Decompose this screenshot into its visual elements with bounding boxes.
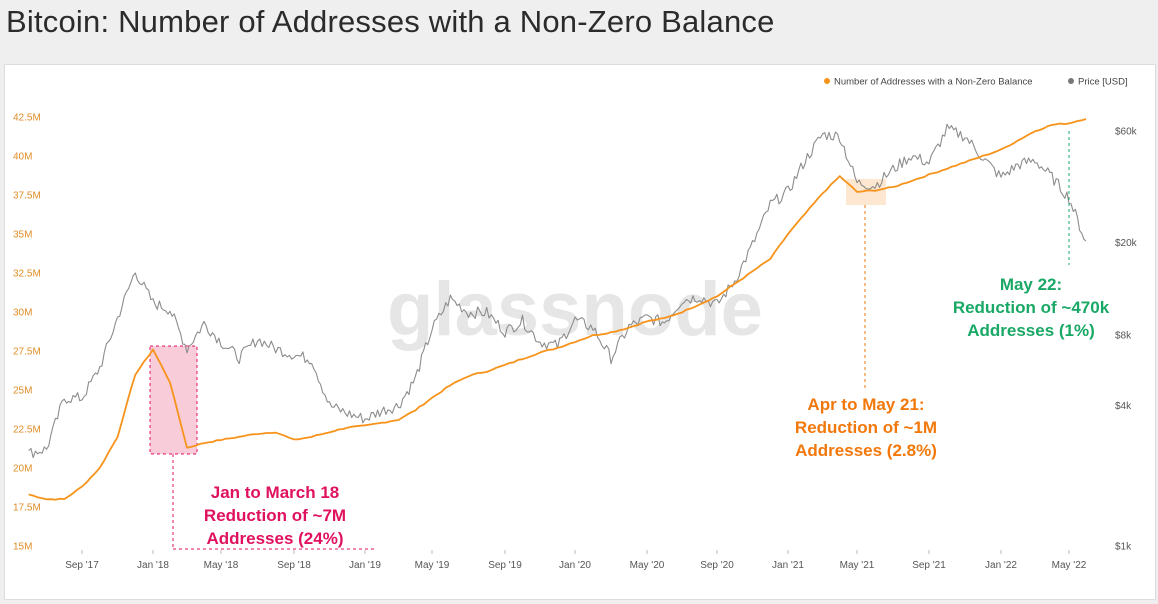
annotation-may-22: May 22: Reduction of ~470k Addresses (1%… — [953, 275, 1110, 340]
y-right-tick-label: $8k — [1115, 331, 1132, 342]
x-tick-label: Sep '21 — [912, 560, 946, 571]
y-left-tick-label: 37.5M — [13, 191, 41, 202]
x-tick-label: Jan '20 — [559, 560, 591, 571]
legend-label-price: Price [USD] — [1078, 77, 1128, 88]
legend-swatch-price — [1068, 78, 1074, 84]
page-title: Bitcoin: Number of Addresses with a Non-… — [6, 4, 775, 39]
y-left-tick-label: 22.5M — [13, 425, 41, 436]
series-line-addresses — [28, 118, 1087, 501]
annotation-apr-may-21-line1: Apr to May 21: — [807, 395, 924, 414]
y-left-tick-label: 15M — [13, 542, 32, 553]
annotation-may-22-line3: Addresses (1%) — [967, 321, 1095, 340]
y-right-tick-label: $1k — [1115, 542, 1132, 553]
annotation-leaders — [172, 131, 1070, 550]
annotation-jan-mar-18-line2: Reduction of ~7M — [204, 506, 346, 525]
legend-swatch-addresses — [824, 78, 830, 84]
y-left-tick-label: 17.5M — [13, 503, 41, 514]
annotation-jan-mar-18-line3: Addresses (24%) — [206, 529, 343, 548]
annotation-jan-mar-18-line1: Jan to March 18 — [211, 483, 340, 502]
x-tick-label: Jan '22 — [985, 560, 1017, 571]
y-left-tick-label: 25M — [13, 386, 32, 397]
x-tick-label: Jan '19 — [349, 560, 381, 571]
y-left-tick-label: 20M — [13, 464, 32, 475]
y-left-tick-label: 35M — [13, 230, 32, 241]
y-left-tick-label: 30M — [13, 308, 32, 319]
legend: Number of Addresses with a Non-Zero Bala… — [824, 77, 1128, 88]
y-left-tick-label: 40M — [13, 152, 32, 163]
watermark-text: glassnode — [387, 267, 763, 352]
y-axis-left: 15M 17.5M 20M 22.5M 25M 27.5M 30M 32.5M 35M 37.5M… — [13, 113, 41, 553]
chart-panel: glassnode Number of Addresses with a Non… — [4, 64, 1156, 600]
x-tick-label: Sep '17 — [65, 560, 99, 571]
chart-svg: glassnode Number of Addresses with a Non… — [13, 77, 1138, 572]
highlight-apr-may-21 — [846, 179, 886, 205]
y-left-tick-label: 42.5M — [13, 113, 41, 124]
annotation-apr-may-21: Apr to May 21: Reduction of ~1M Addresse… — [795, 395, 937, 460]
annotation-may-22-line1: May 22: — [1000, 275, 1062, 294]
annotation-apr-may-21-line3: Addresses (2.8%) — [795, 441, 937, 460]
annotation-may-22-line2: Reduction of ~470k — [953, 298, 1110, 317]
x-tick-label: May '20 — [630, 560, 665, 571]
legend-label-addresses: Number of Addresses with a Non-Zero Bala… — [834, 77, 1033, 88]
x-tick-label: May '19 — [415, 560, 450, 571]
y-right-tick-label: $20k — [1115, 238, 1138, 249]
annotation-jan-mar-18: Jan to March 18 Reduction of ~7M Address… — [204, 483, 346, 548]
x-tick-label: Sep '19 — [488, 560, 522, 571]
annotation-apr-may-21-line2: Reduction of ~1M — [795, 418, 937, 437]
x-tick-label: Sep '18 — [277, 560, 311, 571]
x-tick-label: May '21 — [840, 560, 875, 571]
x-axis: Sep '17 Jan '18 May '18 Sep '18 Jan '19 May '… — [65, 550, 1087, 571]
y-left-tick-label: 27.5M — [13, 347, 41, 358]
x-tick-label: May '22 — [1052, 560, 1087, 571]
highlight-jan-mar-18 — [149, 345, 198, 455]
y-right-tick-label: $60k — [1115, 127, 1138, 138]
x-tick-label: Sep '20 — [700, 560, 734, 571]
x-tick-label: May '18 — [204, 560, 239, 571]
y-right-tick-label: $4k — [1115, 401, 1132, 412]
y-left-tick-label: 32.5M — [13, 269, 41, 280]
x-tick-label: Jan '18 — [137, 560, 169, 571]
x-tick-label: Jan '21 — [772, 560, 804, 571]
y-axis-right: $1k $4k $8k $20k $60k — [1115, 127, 1138, 553]
